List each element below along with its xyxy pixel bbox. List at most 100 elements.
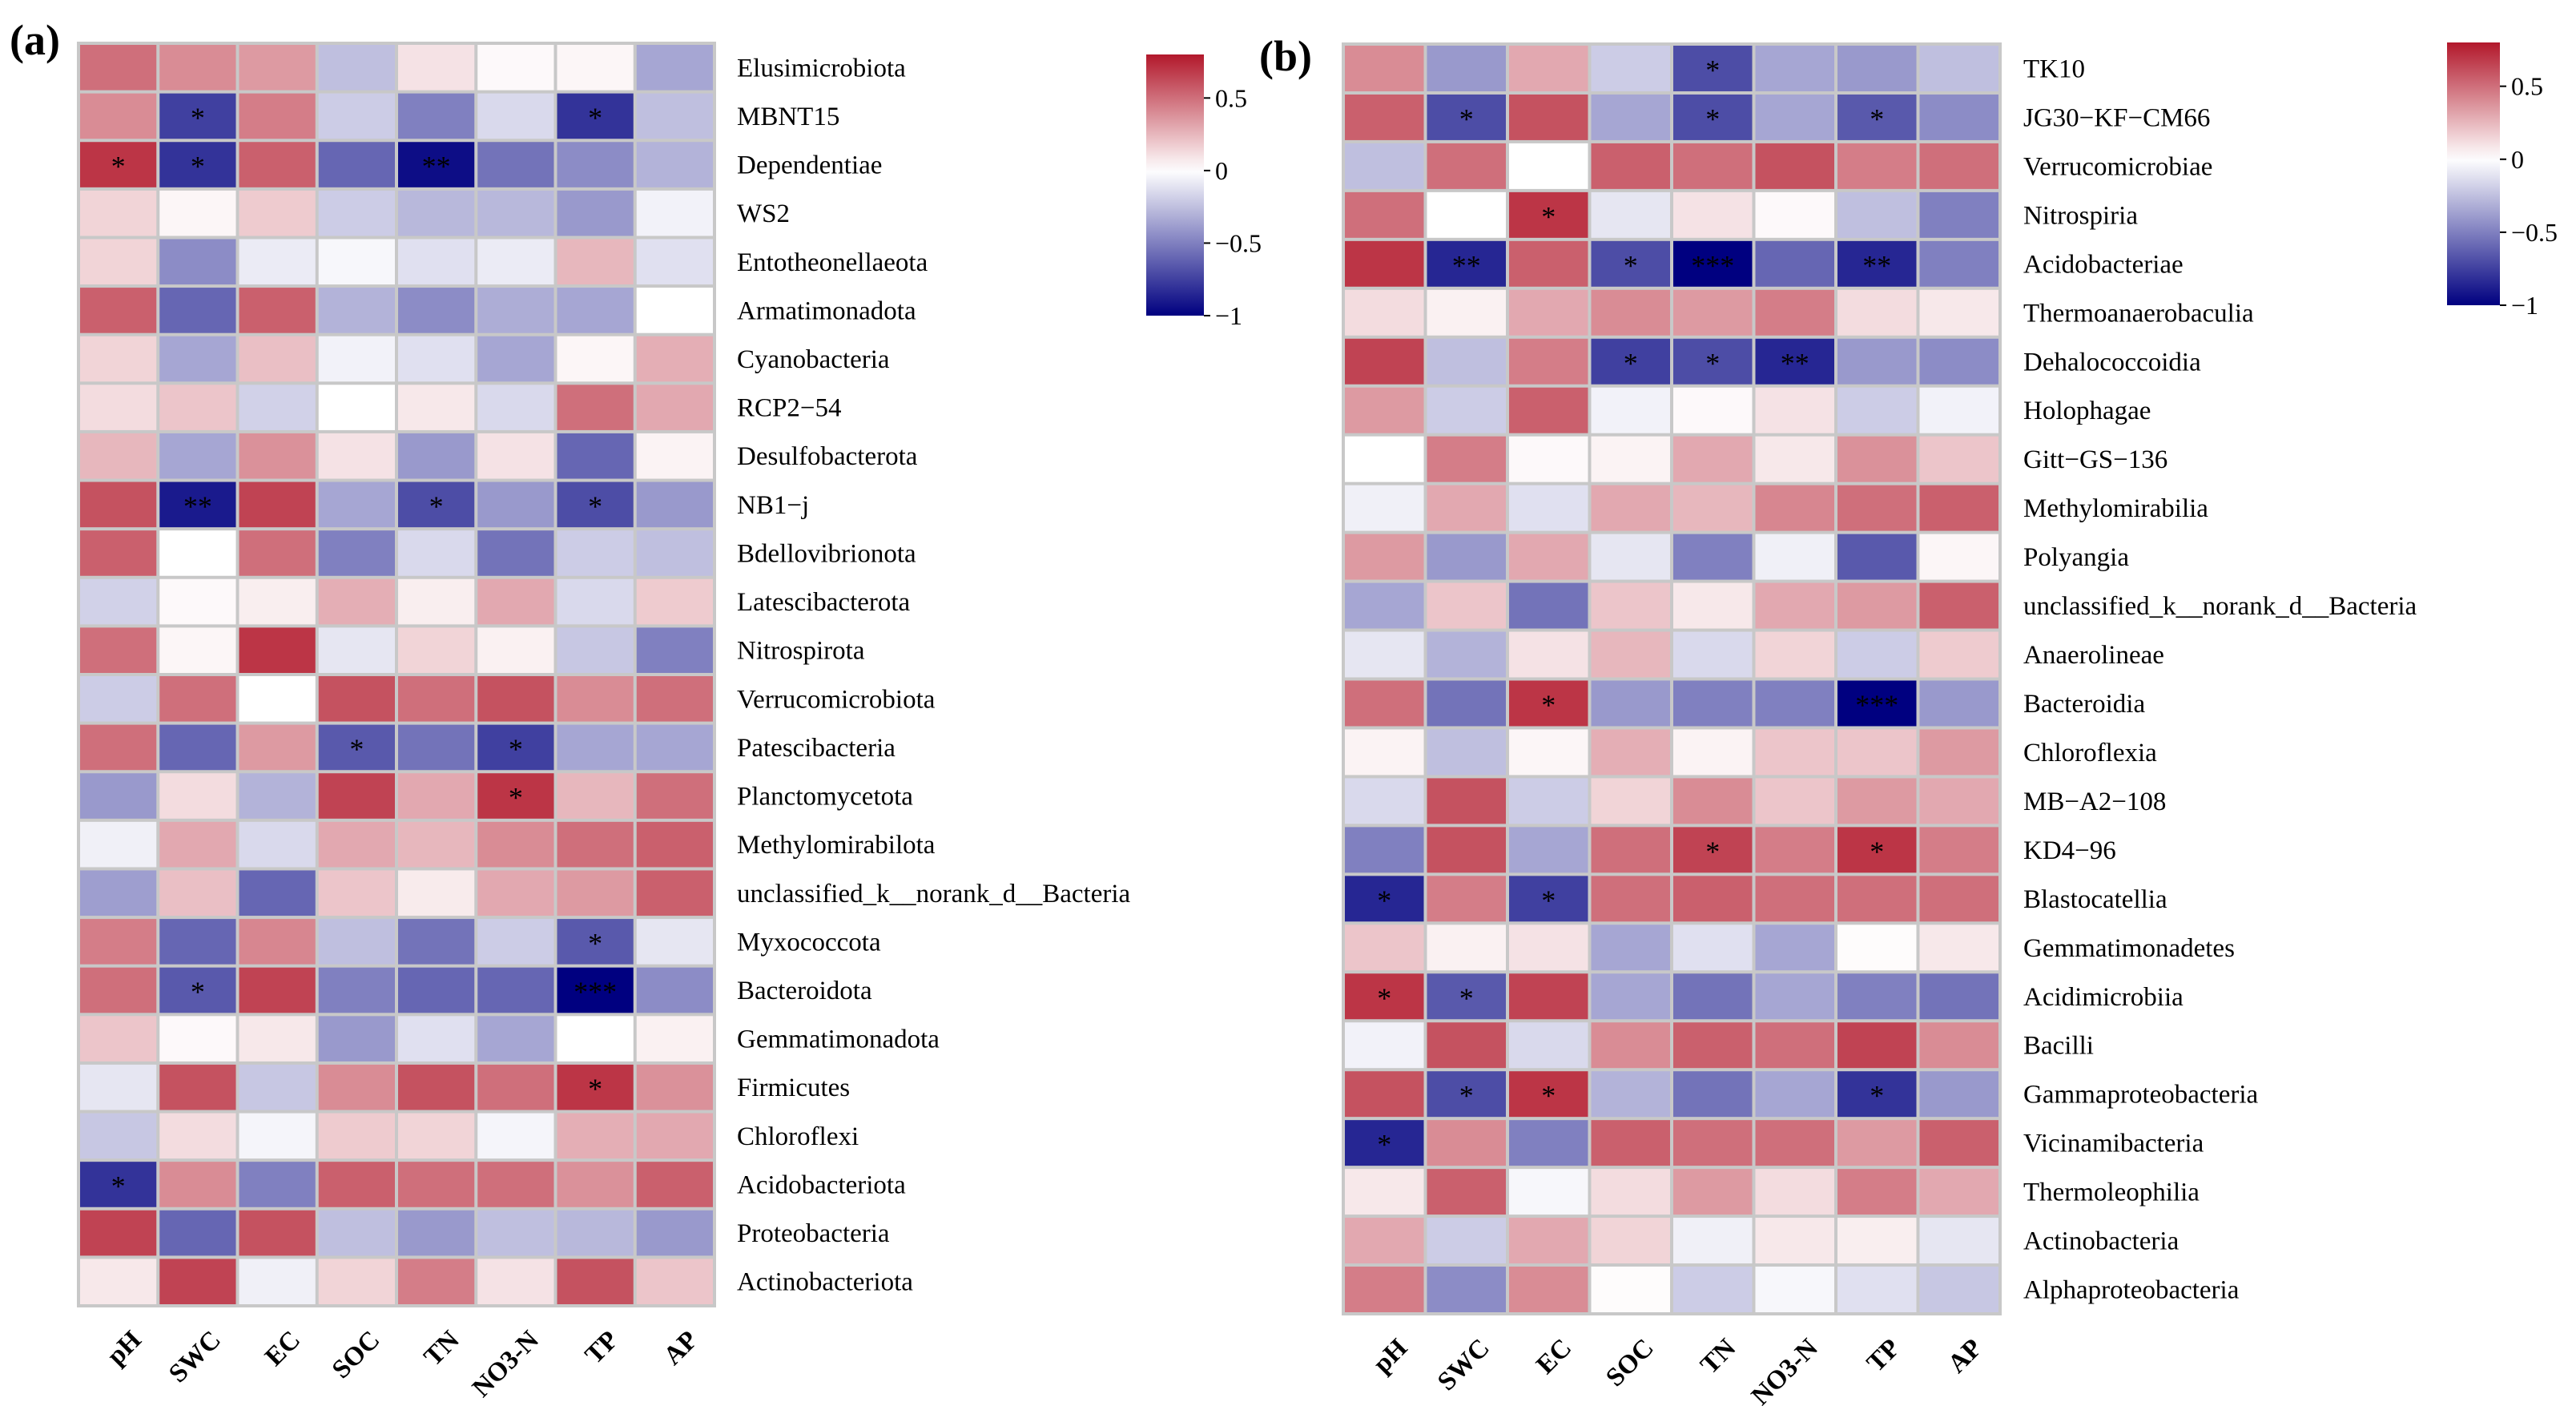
heatmap-cell [80, 530, 157, 576]
heatmap-cell [1919, 827, 1998, 873]
significance-mark: * [1377, 982, 1391, 1014]
heatmap-cell [1755, 1267, 1834, 1312]
significance-mark: * [111, 151, 126, 183]
heatmap-cell [398, 190, 475, 236]
heatmap-cell [1673, 1169, 1753, 1215]
heatmap-cell [1919, 582, 1998, 629]
column-label: SWC [1432, 1334, 1495, 1397]
heatmap-cell [1509, 289, 1588, 336]
heatmap-cell [80, 627, 157, 673]
row-label: Dehalococcoidia [2023, 348, 2201, 377]
heatmap-cell [398, 239, 475, 285]
heatmap-cell [398, 336, 475, 382]
heatmap-cell [636, 578, 713, 625]
heatmap-cell [477, 870, 554, 916]
heatmap-cell [477, 433, 554, 479]
heatmap-cell [557, 142, 634, 187]
heatmap-cell [1755, 973, 1834, 1020]
heatmap-cell [159, 93, 236, 139]
heatmap-cell [239, 190, 316, 236]
heatmap-cell [159, 919, 236, 965]
heatmap-cell [1509, 973, 1588, 1020]
heatmap-cell [1673, 485, 1753, 531]
heatmap-cell [1509, 631, 1588, 678]
heatmap-cell [318, 773, 395, 819]
heatmap-cell [398, 1259, 475, 1304]
heatmap-cell [398, 385, 475, 430]
heatmap-cell [1591, 143, 1670, 189]
heatmap-cell [159, 967, 236, 1013]
panel-label: (a) [10, 16, 60, 64]
heatmap-cell [636, 530, 713, 576]
heatmap-cell [1509, 191, 1588, 238]
heatmap-cell [1673, 925, 1753, 971]
heatmap-cell [1427, 876, 1506, 922]
heatmap-cell [636, 627, 713, 673]
row-label: Alphaproteobacteria [2023, 1276, 2240, 1305]
heatmap-cell [1919, 1267, 1998, 1312]
heatmap-cell [398, 967, 475, 1013]
heatmap-cell [1837, 46, 1917, 91]
row-label: Firmicutes [737, 1074, 850, 1102]
column-label: pH [102, 1325, 147, 1371]
heatmap-cell [477, 288, 554, 333]
row-label: Acidobacteriae [2023, 250, 2184, 279]
significance-mark: ** [422, 151, 451, 183]
heatmap-cell [80, 724, 157, 771]
heatmap-cell [318, 142, 395, 187]
heatmap-cell [1837, 534, 1917, 580]
heatmap-cell [1755, 387, 1834, 433]
heatmap-cell [159, 385, 236, 430]
heatmap-cell [80, 676, 157, 722]
heatmap-cell [557, 433, 634, 479]
heatmap-cell [1591, 1218, 1670, 1264]
row-label: Desulfobacterota [737, 442, 918, 471]
heatmap-cell [398, 627, 475, 673]
heatmap-cell [80, 288, 157, 333]
heatmap-cell [239, 481, 316, 528]
column-label: SWC [163, 1326, 227, 1389]
heatmap-cell [1509, 1267, 1588, 1312]
heatmap-cell [1919, 1218, 1998, 1264]
row-label: Myxococcota [737, 928, 881, 957]
heatmap-cell [1345, 973, 1424, 1020]
heatmap-cell [398, 724, 475, 771]
heatmap-cell [1837, 94, 1917, 140]
heatmap-cell [239, 1259, 316, 1304]
heatmap-cell [398, 93, 475, 139]
column-label: SOC [327, 1326, 385, 1384]
heatmap-cell [80, 1259, 157, 1304]
heatmap-cell [159, 1064, 236, 1110]
heatmap-cell [398, 142, 475, 187]
heatmap-cell [1345, 925, 1424, 971]
row-label: Bdellovibrionota [737, 539, 916, 568]
heatmap-cell [1837, 827, 1917, 873]
row-label: RCP2−54 [737, 394, 842, 423]
colorbar [1146, 54, 1204, 316]
row-label: Bacteroidota [737, 977, 872, 1005]
heatmap-cell [398, 1162, 475, 1207]
heatmap-cell [1345, 436, 1424, 482]
heatmap-cell [1755, 827, 1834, 873]
heatmap-cell [398, 676, 475, 722]
heatmap-cell [1673, 534, 1753, 580]
heatmap-cell [1673, 191, 1753, 238]
row-label: Vicinamibacteria [2023, 1130, 2204, 1158]
significance-mark: * [588, 490, 602, 522]
heatmap-cell [557, 481, 634, 528]
colorbar-tick-label: −1 [2511, 291, 2538, 320]
heatmap-cell [636, 1259, 713, 1304]
heatmap-cell [1427, 143, 1506, 189]
heatmap-cell [159, 1016, 236, 1061]
heatmap-cell [636, 1113, 713, 1159]
heatmap-cell [1427, 191, 1506, 238]
heatmap-cell [557, 190, 634, 236]
heatmap-cell [80, 1113, 157, 1159]
heatmap-cell [1591, 1169, 1670, 1215]
heatmap-cell [1919, 485, 1998, 531]
heatmap-cell [557, 967, 634, 1013]
heatmap-cell [1673, 827, 1753, 873]
heatmap-cell [557, 288, 634, 333]
heatmap-cell [398, 919, 475, 965]
heatmap-cell [1427, 680, 1506, 727]
